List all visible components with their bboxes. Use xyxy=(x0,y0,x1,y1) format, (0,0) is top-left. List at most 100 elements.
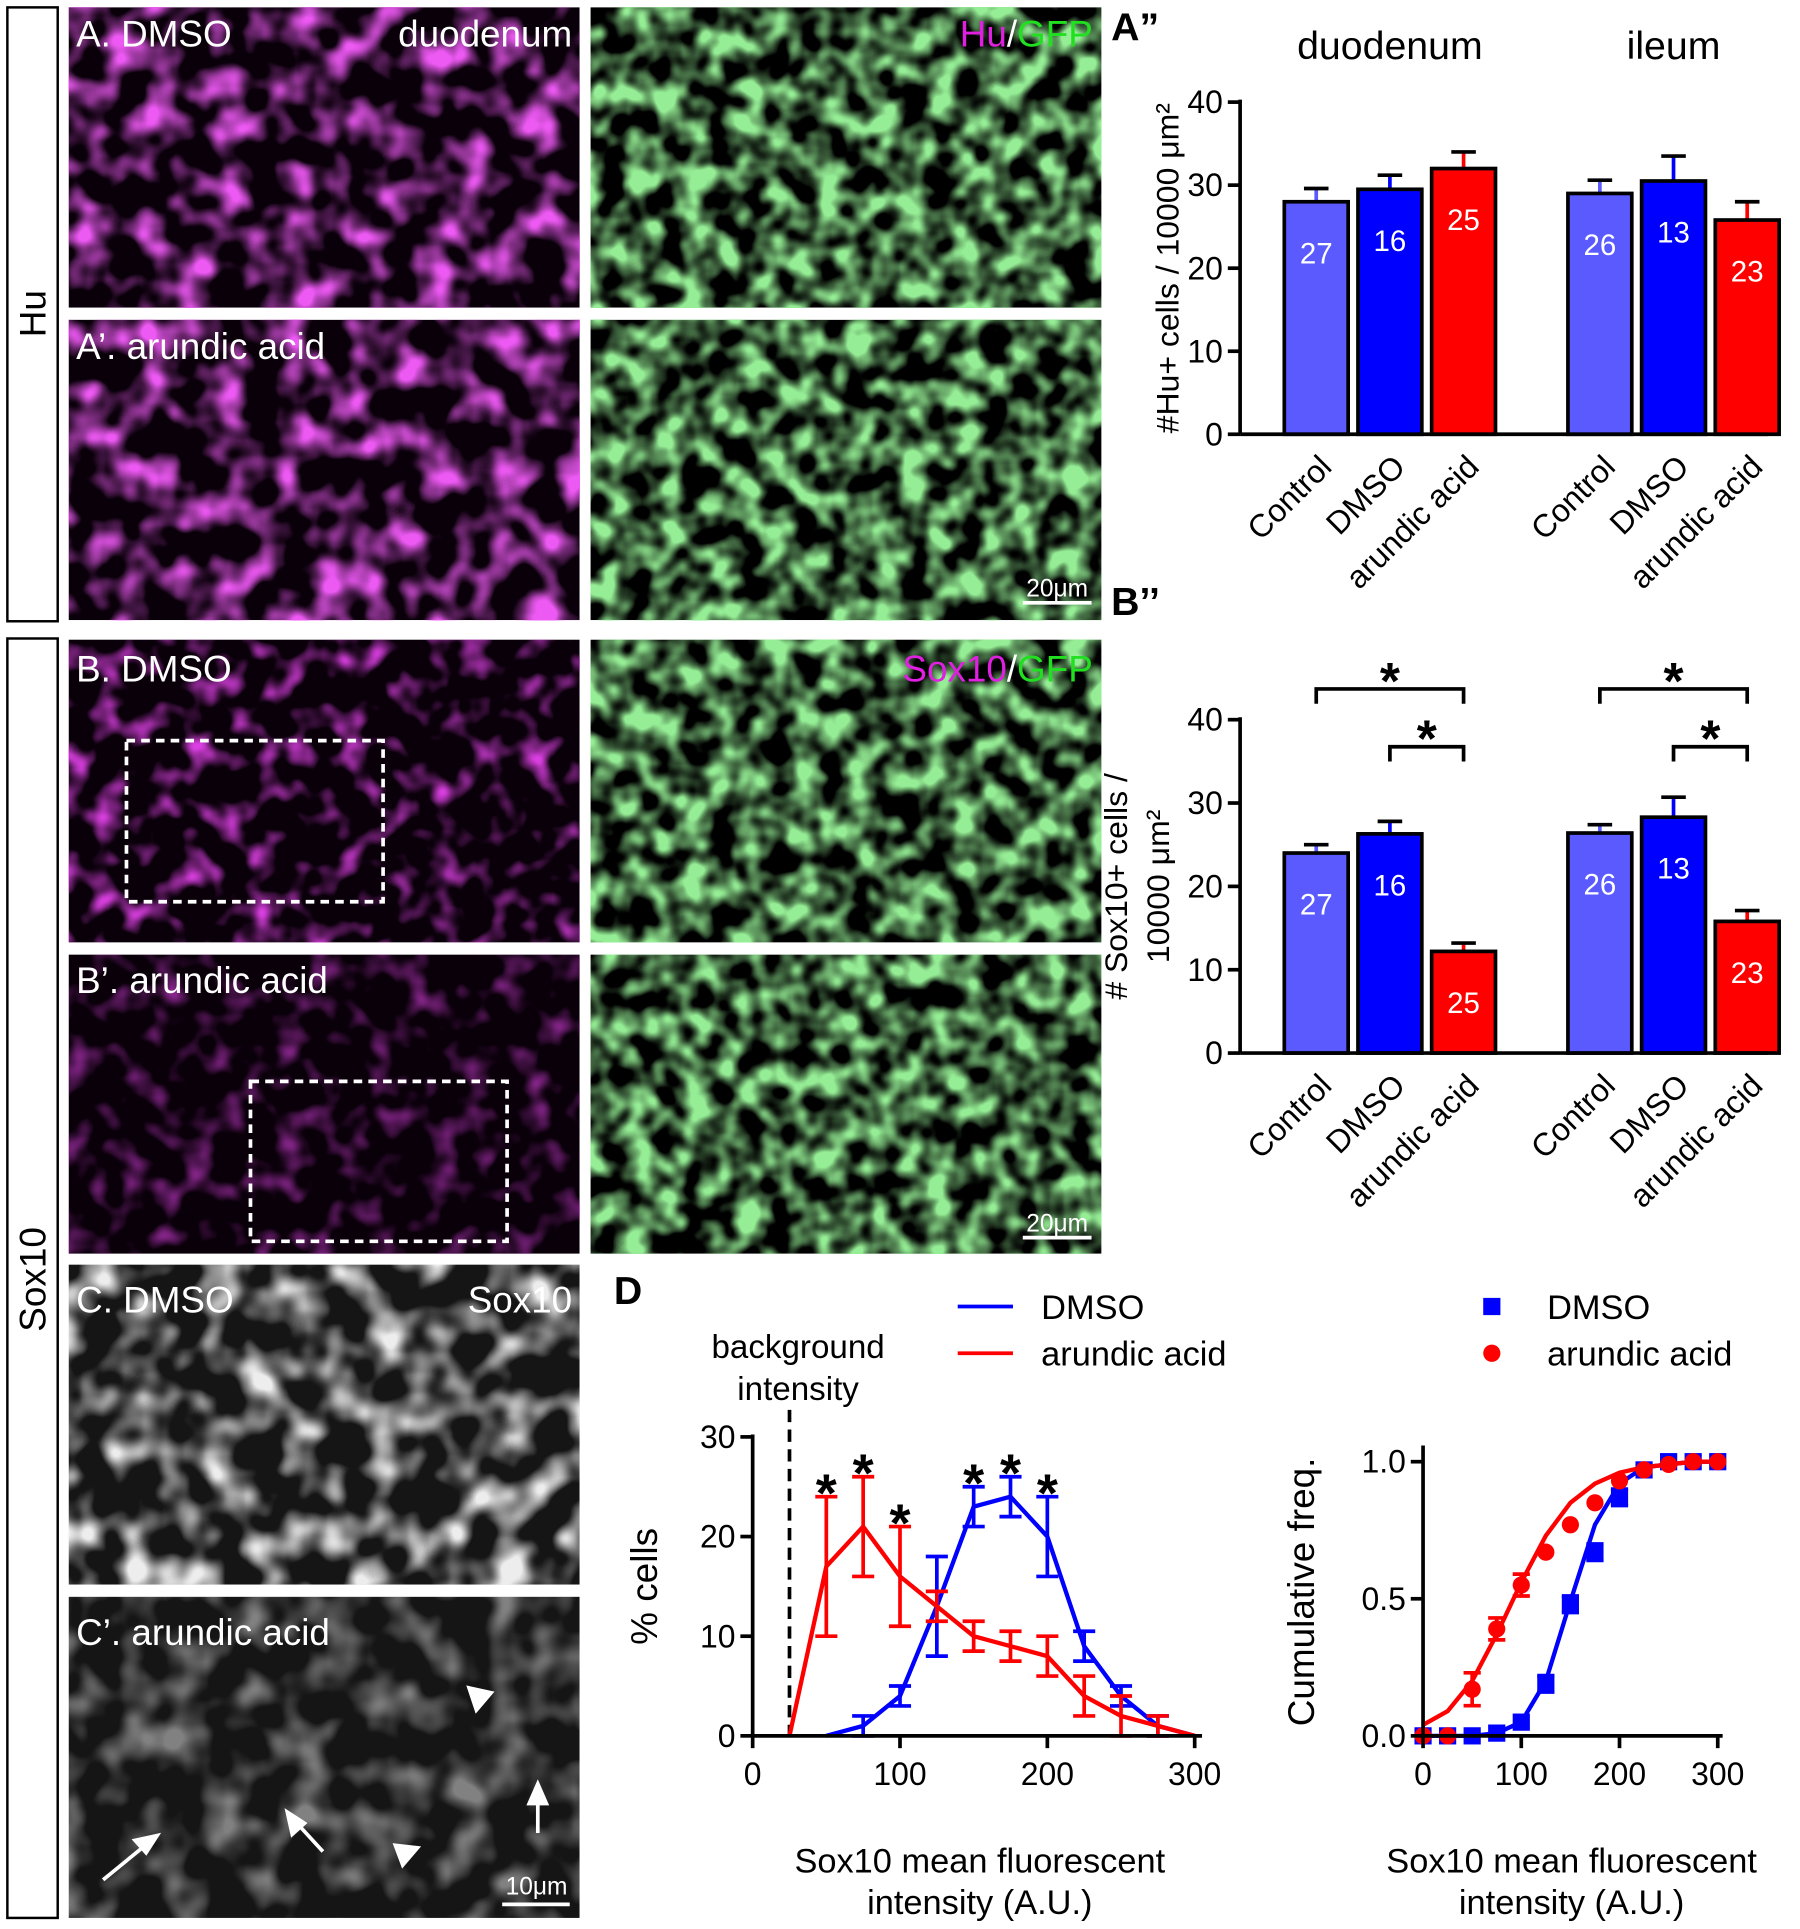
n-label: 13 xyxy=(1657,853,1690,886)
significance-bracket xyxy=(1671,744,1750,762)
n-label: 13 xyxy=(1657,216,1690,249)
micrographs: A. DMSO duodenum Hu/GFP A’. arundic acid… xyxy=(68,7,1102,1918)
x-tick-label: Control xyxy=(1524,448,1622,546)
arrows xyxy=(101,1685,550,1882)
x-tick-label: 100 xyxy=(1495,1756,1548,1792)
significance-label: * xyxy=(1000,1443,1021,1503)
stain-sep: / xyxy=(1007,649,1018,690)
panel-label: A” xyxy=(1111,6,1159,50)
y-axis-label: # Sox10+ cells / xyxy=(1098,773,1134,1000)
point xyxy=(1610,1488,1629,1506)
legend-label: DMSO xyxy=(1547,1289,1650,1327)
point xyxy=(1709,1453,1727,1471)
arrowhead xyxy=(392,1843,422,1869)
n-label: 25 xyxy=(1447,204,1480,237)
point xyxy=(1488,1620,1506,1638)
x-axis-label: Sox10 mean fluorescent xyxy=(794,1842,1165,1880)
y-tick-label: 40 xyxy=(1187,702,1222,738)
background-label: background xyxy=(711,1329,884,1366)
bar xyxy=(1356,832,1424,1055)
group-label: duodenum xyxy=(1297,24,1483,68)
x-axis-label: intensity (A.U.) xyxy=(1459,1884,1684,1922)
arrowhead xyxy=(466,1685,495,1714)
arrowhead xyxy=(526,1779,550,1806)
point xyxy=(1537,1675,1555,1693)
stain: GFP xyxy=(1017,649,1093,690)
bar xyxy=(1282,199,1350,437)
image-texture xyxy=(68,319,580,621)
bar xyxy=(1639,815,1708,1055)
bar xyxy=(1282,851,1350,1055)
side-frames: Hu Sox10 xyxy=(6,6,59,1920)
image-texture xyxy=(68,1596,580,1918)
inset-box xyxy=(124,738,385,904)
y-axis-label: #Hu+ cells / 10000 μm² xyxy=(1150,103,1186,434)
inset-box xyxy=(248,1079,509,1244)
y-tick-label: 1.0 xyxy=(1362,1444,1406,1480)
panel-label: B’. arundic acid xyxy=(76,960,328,1001)
frame xyxy=(6,637,59,1920)
legend-label: arundic acid xyxy=(1041,1336,1226,1374)
point xyxy=(1684,1453,1702,1471)
n-label: 23 xyxy=(1731,957,1764,990)
x-tick-label: 0 xyxy=(1414,1756,1432,1792)
stain: GFP xyxy=(1017,14,1093,55)
point xyxy=(1512,1713,1530,1731)
x-tick-label: 100 xyxy=(873,1756,926,1792)
stain: Hu xyxy=(960,14,1007,55)
y-tick-label: 20 xyxy=(1187,250,1222,286)
series-line xyxy=(825,1494,1196,1738)
bar xyxy=(1566,831,1634,1055)
y-tick-label: 0.0 xyxy=(1362,1718,1406,1754)
significance-label: * xyxy=(853,1443,874,1503)
image-texture xyxy=(590,7,1102,308)
x-tick-label: Control xyxy=(1524,1067,1622,1165)
panel-label: A. DMSO xyxy=(76,14,232,55)
y-tick-label: 20 xyxy=(700,1519,735,1555)
significance-label: * xyxy=(1380,652,1401,710)
series-line xyxy=(787,1523,1196,1738)
y-tick-label: 30 xyxy=(1187,167,1222,203)
panel-label: B. DMSO xyxy=(76,649,232,690)
x-tick-label: 200 xyxy=(1593,1756,1646,1792)
significance-bracket xyxy=(1598,687,1750,704)
stain-label: Sox10/GFP xyxy=(902,649,1092,690)
arrowhead xyxy=(284,1808,308,1838)
panel-label: C. DMSO xyxy=(76,1280,234,1321)
point xyxy=(1488,1724,1506,1742)
legend-swatch xyxy=(1483,1344,1501,1362)
bar xyxy=(1429,166,1498,437)
x-axis-label: Sox10 mean fluorescent xyxy=(1386,1842,1757,1880)
y-tick-label: 0 xyxy=(718,1718,736,1754)
y-tick-label: 0 xyxy=(1205,416,1223,452)
panel-label: C’. arundic acid xyxy=(76,1612,330,1653)
n-label: 16 xyxy=(1374,225,1407,258)
y-axis-label: 10000 μm² xyxy=(1140,809,1176,963)
y-tick-label: 0 xyxy=(1205,1035,1223,1071)
panel-label: A’. arundic acid xyxy=(76,326,325,367)
bar xyxy=(1639,179,1708,437)
y-axis-label: % cells xyxy=(624,1528,665,1645)
image-texture xyxy=(590,319,1102,621)
y-tick-label: 30 xyxy=(700,1419,735,1455)
point xyxy=(1561,1595,1579,1613)
scale-label: 20μm xyxy=(1026,1210,1088,1237)
x-tick-label: 0 xyxy=(744,1756,762,1792)
legend-label: arundic acid xyxy=(1547,1336,1732,1374)
significance-bracket xyxy=(1388,744,1466,762)
background-label: intensity xyxy=(737,1371,859,1408)
n-label: 23 xyxy=(1731,256,1764,289)
significance-label: * xyxy=(1417,710,1438,768)
legend-swatch xyxy=(1483,1297,1501,1316)
panel-label: B’’ xyxy=(1111,580,1160,624)
image-texture xyxy=(68,7,580,308)
stain-label: Sox10 xyxy=(468,1280,572,1321)
point xyxy=(1586,1494,1604,1512)
y-tick-label: 0.5 xyxy=(1362,1581,1406,1617)
point xyxy=(1660,1455,1678,1474)
significance-label: * xyxy=(1663,652,1684,710)
x-tick-label: Control xyxy=(1240,448,1338,546)
point xyxy=(1463,1680,1481,1698)
